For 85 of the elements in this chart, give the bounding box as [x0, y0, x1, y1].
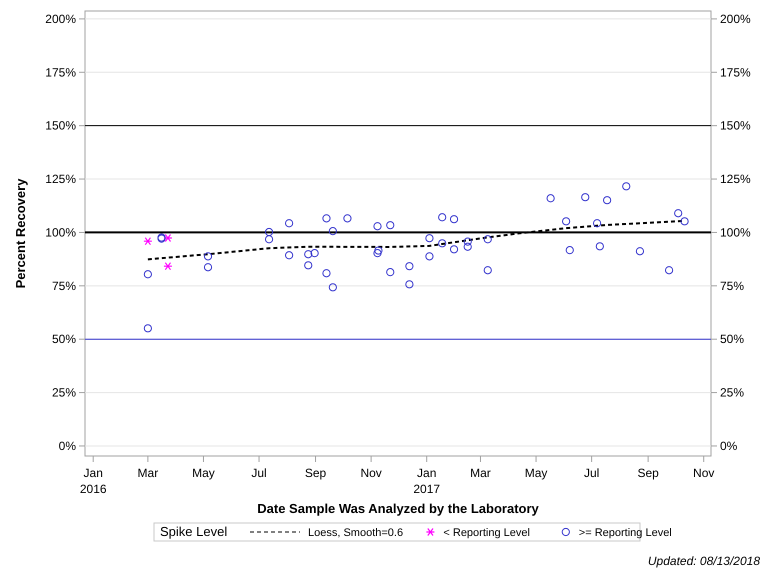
point — [386, 268, 394, 276]
point — [285, 219, 294, 228]
point — [596, 242, 604, 250]
point — [405, 280, 414, 288]
point — [438, 213, 446, 222]
point — [343, 214, 352, 222]
x-tick-label: May — [192, 466, 215, 480]
y2-tick-label: 50% — [720, 332, 744, 346]
point — [593, 219, 602, 228]
point — [322, 269, 331, 278]
point — [566, 246, 574, 254]
y-tick-label: 0% — [58, 438, 76, 453]
x-tick-label: Mar — [470, 466, 491, 480]
y2-tick-label: 100% — [720, 225, 752, 240]
point — [581, 193, 590, 202]
point — [204, 252, 212, 260]
y-tick-label: 75% — [52, 278, 76, 293]
x-tick-label: Jul — [584, 466, 600, 480]
point — [438, 239, 446, 248]
point — [285, 251, 294, 260]
point — [310, 249, 319, 258]
text: Updated: 08/13/2018 — [648, 554, 760, 568]
point — [163, 262, 173, 270]
point — [603, 196, 612, 204]
y-tick-label: 100% — [45, 225, 76, 240]
point — [464, 242, 472, 251]
point — [680, 217, 689, 226]
y-tick-label: 50% — [52, 332, 76, 346]
x-tick-label: Sep — [304, 466, 327, 480]
y-tick-label: 25% — [52, 386, 76, 400]
point — [373, 249, 382, 258]
x-tick-label: Jan 2016 — [80, 466, 107, 496]
point — [264, 228, 274, 236]
y2-tick-label: 75% — [720, 278, 744, 293]
point — [674, 209, 682, 218]
y2-tick-label: 150% — [720, 118, 752, 133]
y-axis-title: Percent Recovery — [13, 178, 28, 288]
y2-tick-label: 25% — [720, 386, 744, 400]
x-tick-label: May — [524, 466, 548, 480]
point — [204, 263, 212, 272]
point — [163, 234, 173, 242]
point — [425, 234, 434, 242]
legend-title: Spike Level — [160, 524, 228, 539]
x-tick-label: Mar — [138, 466, 158, 480]
point — [484, 235, 492, 244]
point — [664, 266, 674, 274]
x-tick-label: Nov — [360, 466, 382, 480]
point — [386, 221, 394, 230]
point — [373, 222, 382, 230]
y2-tick-label: 175% — [720, 65, 752, 80]
x-tick-label: Jan 2017 — [413, 466, 440, 496]
legend-label: >= Reporting Level — [578, 527, 672, 539]
point — [264, 235, 274, 244]
point — [328, 283, 337, 292]
x-axis-title: Date Sample Was Analyzed by the Laboratory — [257, 501, 540, 516]
x-tick-label: Jul — [251, 466, 267, 480]
y-tick-label: 175% — [45, 65, 76, 80]
x-tick-label: Sep — [637, 466, 660, 480]
point — [328, 227, 337, 236]
point — [304, 261, 312, 270]
y2-tick-label: 0% — [720, 438, 738, 453]
point — [464, 238, 472, 246]
y-tick-label: 150% — [45, 118, 76, 133]
point — [562, 217, 570, 226]
y-tick-label: 200% — [45, 12, 76, 26]
point — [450, 245, 458, 254]
point — [144, 324, 152, 332]
point — [425, 252, 434, 260]
point — [484, 266, 492, 274]
y2-tick-label: 125% — [720, 172, 752, 186]
y2-tick-label: 200% — [720, 12, 752, 26]
point — [405, 262, 414, 270]
legend-label: Loess, Smooth=0.6 — [308, 527, 404, 539]
point — [636, 247, 644, 256]
point — [374, 246, 383, 255]
point — [143, 237, 152, 246]
point — [450, 215, 458, 224]
point — [304, 250, 312, 258]
legend-label: < Reporting Level — [443, 527, 530, 539]
point — [546, 194, 555, 202]
y-tick-label: 125% — [45, 172, 76, 186]
point — [322, 214, 331, 222]
point — [622, 182, 630, 190]
point — [144, 270, 152, 278]
x-tick-label: Nov — [693, 466, 714, 480]
